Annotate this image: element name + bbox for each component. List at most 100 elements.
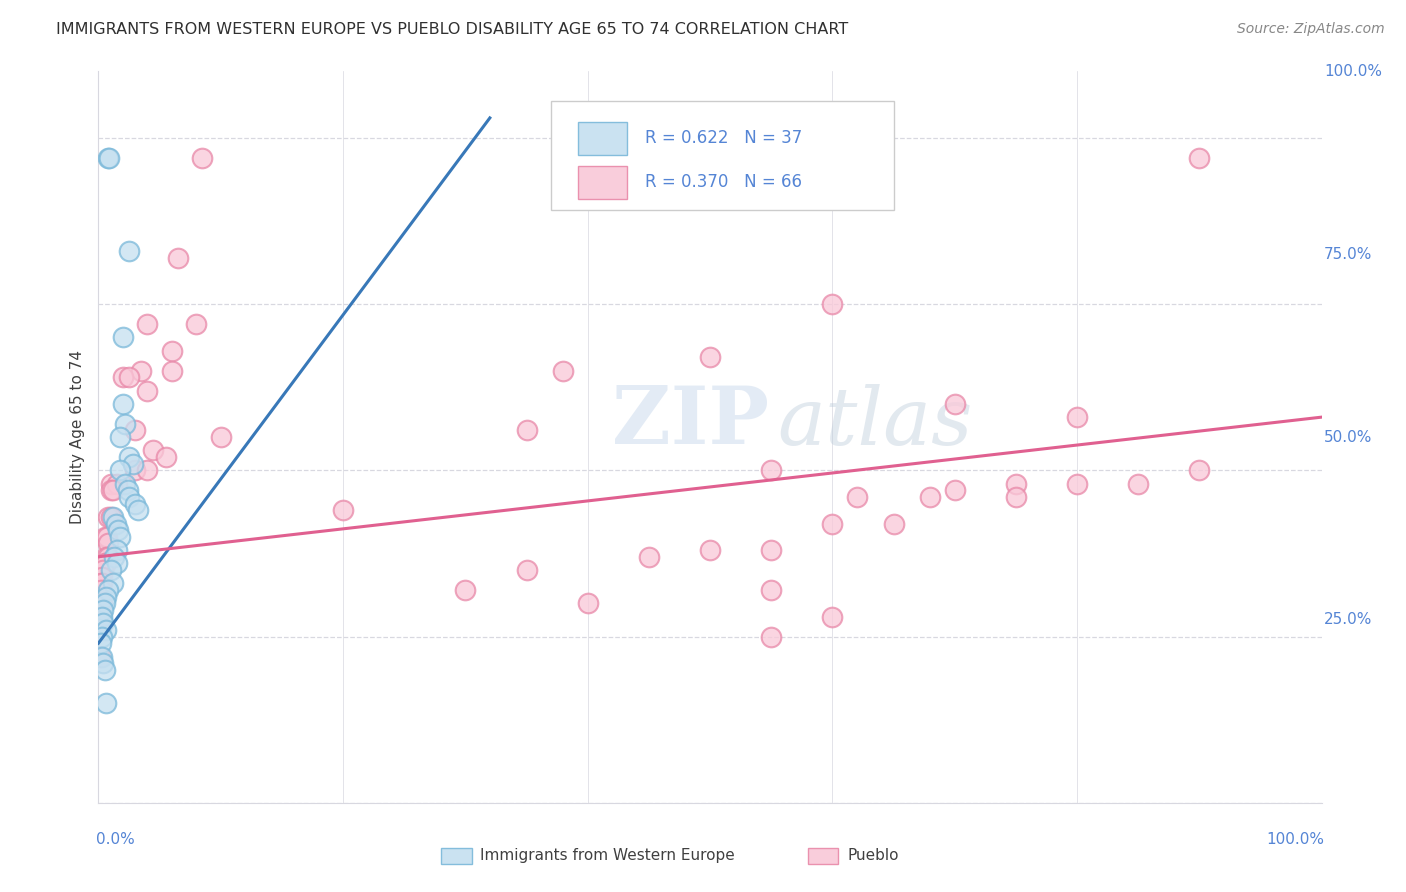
Point — [105, 557, 128, 571]
Point — [943, 483, 966, 498]
Point — [121, 457, 143, 471]
Point — [943, 397, 966, 411]
Text: 100.0%: 100.0% — [1265, 832, 1324, 847]
Point — [117, 483, 139, 498]
Point — [91, 656, 114, 670]
Point — [94, 549, 117, 564]
Point — [576, 596, 599, 610]
Point — [142, 443, 165, 458]
Point — [124, 424, 146, 438]
Point — [110, 530, 132, 544]
Text: R = 0.370   N = 66: R = 0.370 N = 66 — [645, 173, 803, 191]
Point — [160, 363, 183, 377]
Point — [136, 463, 159, 477]
Point — [761, 582, 783, 597]
Point — [91, 630, 114, 644]
Bar — [441, 848, 471, 864]
Point — [1066, 410, 1088, 425]
Point — [94, 590, 117, 604]
Point — [1128, 476, 1150, 491]
Point — [100, 509, 122, 524]
Point — [104, 516, 127, 531]
Point — [91, 576, 114, 591]
Point — [93, 663, 115, 677]
Text: atlas: atlas — [778, 384, 973, 461]
Point — [110, 430, 132, 444]
Point — [105, 543, 128, 558]
Point — [93, 596, 115, 610]
Point — [118, 450, 141, 464]
Point — [637, 549, 661, 564]
Point — [110, 463, 132, 477]
Point — [1188, 463, 1211, 477]
Point — [845, 490, 868, 504]
Point — [100, 563, 122, 577]
Bar — [808, 848, 838, 864]
Point — [118, 244, 141, 258]
Point — [124, 463, 146, 477]
Point — [91, 603, 114, 617]
Point — [209, 430, 232, 444]
Point — [920, 490, 942, 504]
Point — [107, 523, 129, 537]
Bar — [578, 166, 627, 199]
Point — [761, 463, 783, 477]
Point — [515, 424, 537, 438]
Point — [124, 497, 146, 511]
Point — [114, 476, 136, 491]
Text: Pueblo: Pueblo — [846, 848, 898, 863]
Point — [91, 616, 114, 631]
Point — [1004, 490, 1026, 504]
Point — [91, 649, 114, 664]
Point — [90, 636, 112, 650]
Point — [160, 343, 183, 358]
Point — [111, 397, 134, 411]
Text: 0.0%: 0.0% — [96, 832, 135, 847]
Point — [761, 630, 783, 644]
Point — [136, 317, 159, 331]
Point — [97, 509, 120, 524]
Point — [105, 476, 128, 491]
Text: R = 0.622   N = 37: R = 0.622 N = 37 — [645, 129, 803, 147]
Point — [118, 370, 141, 384]
Point — [101, 483, 124, 498]
Text: Immigrants from Western Europe: Immigrants from Western Europe — [479, 848, 735, 863]
Point — [90, 596, 112, 610]
Point — [93, 530, 115, 544]
Point — [90, 582, 112, 597]
Point — [91, 596, 114, 610]
Point — [96, 530, 118, 544]
Point — [90, 576, 112, 591]
Point — [1004, 476, 1026, 491]
Text: IMMIGRANTS FROM WESTERN EUROPE VS PUEBLO DISABILITY AGE 65 TO 74 CORRELATION CHA: IMMIGRANTS FROM WESTERN EUROPE VS PUEBLO… — [56, 22, 848, 37]
Point — [101, 576, 124, 591]
Point — [761, 543, 783, 558]
Bar — [578, 122, 627, 155]
Point — [127, 503, 149, 517]
Point — [91, 563, 114, 577]
Text: 25.0%: 25.0% — [1324, 613, 1372, 627]
Point — [821, 516, 844, 531]
Text: ZIP: ZIP — [612, 384, 769, 461]
Point — [94, 557, 117, 571]
Point — [136, 384, 159, 398]
Point — [332, 503, 354, 517]
Y-axis label: Disability Age 65 to 74: Disability Age 65 to 74 — [70, 350, 86, 524]
Point — [111, 330, 134, 344]
Point — [101, 509, 124, 524]
Point — [91, 570, 114, 584]
Point — [883, 516, 905, 531]
Point — [98, 151, 121, 165]
Point — [821, 297, 844, 311]
Point — [699, 351, 721, 365]
Point — [97, 151, 120, 165]
Point — [186, 317, 208, 331]
Point — [93, 557, 115, 571]
Point — [91, 609, 114, 624]
Point — [100, 483, 122, 498]
Point — [111, 370, 134, 384]
Point — [553, 363, 575, 377]
Point — [103, 549, 125, 564]
Point — [129, 363, 152, 377]
Point — [167, 251, 190, 265]
